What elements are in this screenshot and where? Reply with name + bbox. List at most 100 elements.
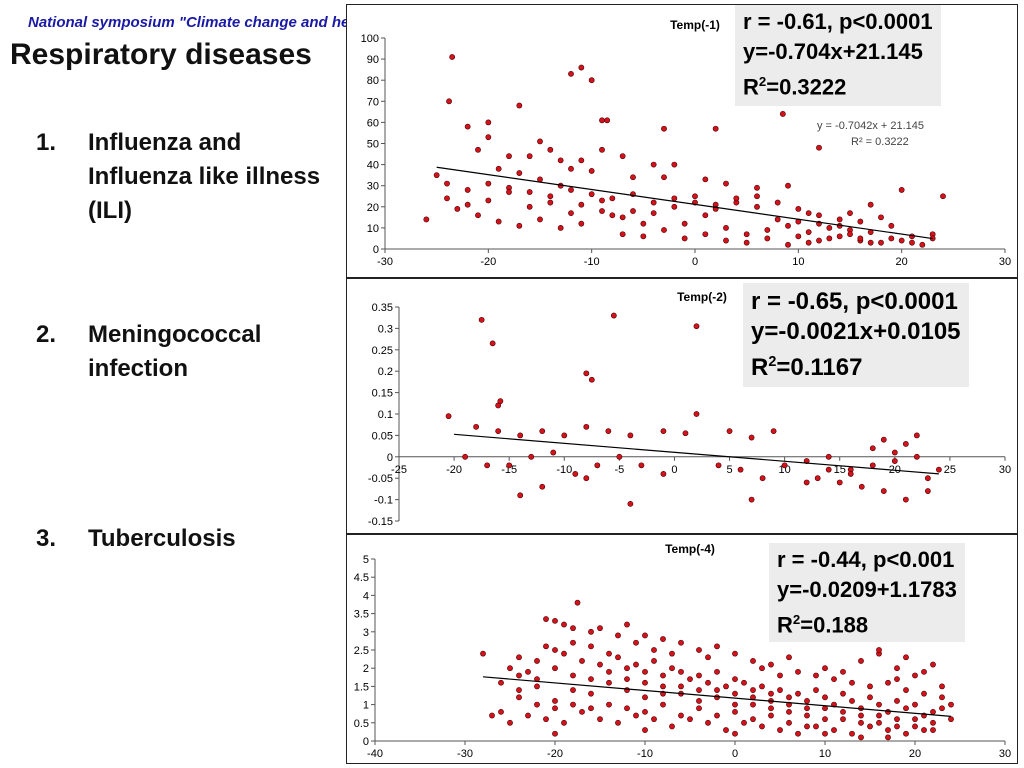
data-point xyxy=(588,168,595,174)
data-point xyxy=(660,683,666,690)
data-point xyxy=(547,199,554,206)
data-point xyxy=(750,687,756,693)
data-point xyxy=(669,650,675,657)
regression-equation-text: y=-0.704x+21.145 xyxy=(743,39,923,64)
data-point xyxy=(547,193,554,200)
data-point xyxy=(726,428,733,435)
data-point xyxy=(449,54,456,60)
data-point xyxy=(627,432,634,439)
data-point xyxy=(702,231,709,238)
data-point xyxy=(867,201,874,208)
data-point xyxy=(619,214,626,221)
data-point xyxy=(570,701,576,708)
data-point xyxy=(696,687,702,693)
y-tick-label: 0 xyxy=(363,736,369,748)
x-tick-label: -40 xyxy=(367,748,383,760)
data-point xyxy=(847,471,854,477)
x-tick-label: -5 xyxy=(614,464,624,476)
data-point xyxy=(609,195,616,202)
data-point xyxy=(702,176,709,183)
x-tick-label: 30 xyxy=(999,256,1011,268)
list-item-number: 3. xyxy=(36,525,57,552)
data-point xyxy=(816,144,822,151)
data-point xyxy=(561,621,567,628)
data-point xyxy=(759,723,765,730)
data-point xyxy=(774,199,781,206)
y-tick-label: 20 xyxy=(367,202,379,214)
data-point xyxy=(578,64,585,71)
r-squared-text: R2=0.1167 xyxy=(751,354,863,381)
data-point xyxy=(642,632,648,639)
data-point xyxy=(526,153,533,160)
data-point xyxy=(624,621,630,628)
y-tick-label: 0.2 xyxy=(378,366,393,378)
data-point xyxy=(473,423,480,430)
data-point xyxy=(561,719,567,726)
data-point xyxy=(858,712,864,719)
data-point xyxy=(606,701,612,708)
data-point xyxy=(858,719,864,726)
list-item-text: Meningococcal infection xyxy=(88,321,262,382)
x-tick-label: 25 xyxy=(944,464,956,476)
data-point xyxy=(781,462,788,469)
scatter-chart-temp-4: Temp(-4) 0 0.5 1 1.5 2 2.5 3 3.5 4 4.5 5 -40 -30 -20 -1… xyxy=(346,534,1018,764)
data-point xyxy=(610,312,617,319)
data-point xyxy=(660,428,667,435)
data-point xyxy=(878,239,884,246)
data-point xyxy=(624,705,630,712)
data-point xyxy=(732,676,738,683)
data-point xyxy=(651,647,657,653)
x-tick-label: 30 xyxy=(999,748,1011,760)
data-point xyxy=(516,222,523,229)
data-point xyxy=(550,449,557,456)
data-point xyxy=(528,453,535,460)
data-point xyxy=(831,727,837,733)
data-point xyxy=(939,705,945,712)
data-point xyxy=(912,716,918,723)
data-point xyxy=(534,683,540,690)
data-point xyxy=(599,146,605,153)
data-point xyxy=(764,227,771,233)
symposium-header: National symposium "Climate change and h… xyxy=(28,14,348,31)
data-point xyxy=(526,189,533,195)
data-point xyxy=(561,650,567,657)
list-item-number: 2. xyxy=(36,321,57,348)
data-point xyxy=(795,233,802,240)
data-point xyxy=(557,224,564,231)
data-point xyxy=(671,203,678,210)
data-point xyxy=(444,180,450,187)
data-point xyxy=(836,233,843,240)
data-point xyxy=(599,208,605,214)
data-point xyxy=(723,683,729,690)
data-point xyxy=(869,445,876,452)
data-point xyxy=(579,658,585,664)
data-point xyxy=(849,698,855,704)
data-point xyxy=(714,668,720,675)
data-point xyxy=(714,687,720,693)
data-point xyxy=(750,701,756,708)
data-point xyxy=(475,146,481,153)
data-point xyxy=(678,639,684,646)
data-point xyxy=(858,734,864,741)
x-tick-label: 10 xyxy=(792,256,804,268)
data-point xyxy=(615,632,621,639)
data-point xyxy=(454,206,461,212)
data-point xyxy=(924,475,931,482)
data-point xyxy=(537,176,543,183)
data-point xyxy=(671,195,678,202)
data-point xyxy=(599,117,605,124)
data-point xyxy=(902,496,909,503)
data-point xyxy=(768,712,774,719)
y-tick-label: 0 xyxy=(387,452,393,464)
data-point xyxy=(570,672,576,679)
data-point xyxy=(825,466,832,473)
data-point xyxy=(867,239,874,246)
x-tick-label: -20 xyxy=(547,748,563,760)
data-point xyxy=(534,658,540,664)
data-point xyxy=(678,712,684,719)
data-point xyxy=(785,241,791,248)
data-point xyxy=(669,723,675,730)
data-point xyxy=(795,730,801,737)
data-point xyxy=(588,705,594,712)
data-point xyxy=(847,210,853,217)
